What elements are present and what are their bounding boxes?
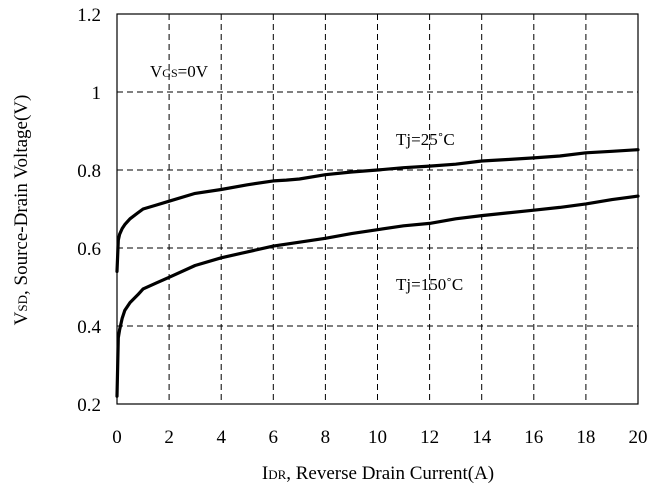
x-tick-label: 2 — [164, 427, 174, 448]
x-tick-label: 18 — [576, 427, 595, 448]
tj25-annotation: Tj=25˚C — [396, 130, 455, 149]
series-line-tj25 — [115, 148, 640, 273]
grid-layer — [117, 14, 638, 404]
y-tick-label: 1 — [92, 83, 102, 104]
x-tick-label: 10 — [368, 427, 387, 448]
series-layer — [115, 148, 640, 398]
tj150-annotation: Tj=150˚C — [396, 275, 463, 294]
x-tick-label: 0 — [112, 427, 122, 448]
x-tick-label: 4 — [216, 427, 226, 448]
x-tick-label: 20 — [629, 427, 648, 448]
y-tick-label: 1.2 — [77, 5, 101, 26]
x-tick-label: 8 — [321, 427, 331, 448]
x-axis-label: IDR, Reverse Drain Current(A) — [262, 463, 494, 484]
y-axis-label: VSD, Source-Drain Voltage(V) — [11, 95, 32, 326]
y-tick-label: 0.2 — [77, 395, 101, 416]
x-tick-label: 6 — [269, 427, 279, 448]
condition-annotation: VGS=0V — [150, 62, 209, 81]
x-tick-label: 12 — [420, 427, 439, 448]
y-tick-label: 0.8 — [77, 161, 101, 182]
y-tick-label: 0.6 — [77, 239, 101, 260]
tick-layer: 0 2 4 6 8 10 12 14 16 18 20 0.2 0.4 0.6 0.8 1 1.2 — [77, 5, 647, 448]
x-tick-label: 14 — [472, 427, 492, 448]
x-tick-label: 16 — [524, 427, 543, 448]
plot-frame — [116, 13, 639, 405]
y-tick-label: 0.4 — [77, 317, 101, 338]
series-line-tj150 — [115, 194, 640, 398]
